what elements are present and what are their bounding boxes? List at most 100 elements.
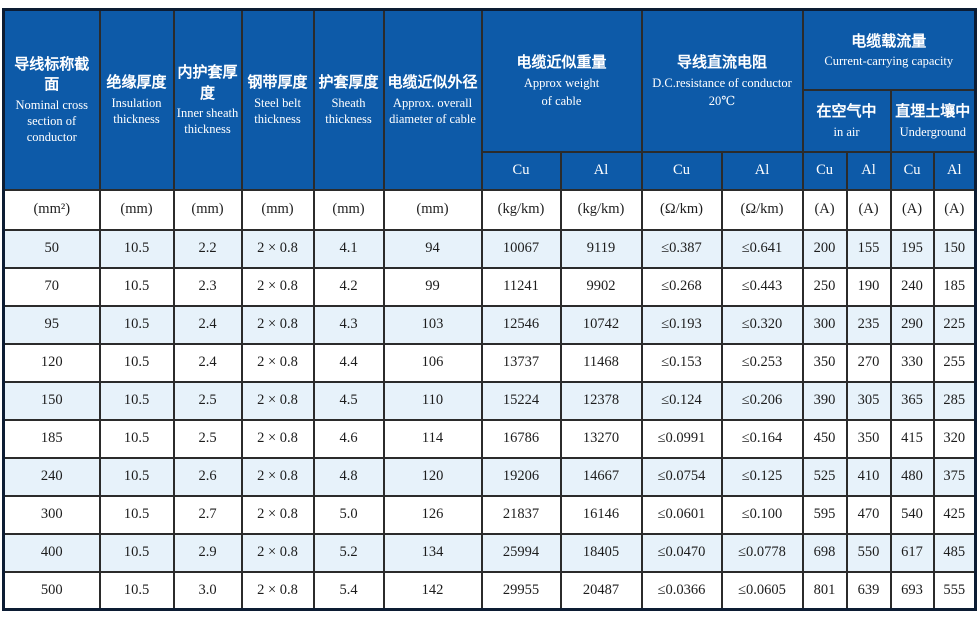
header-cu-al-cell: Al — [932, 150, 977, 191]
table-cell: 540 — [889, 494, 935, 535]
header-row-1: 导线标称截面 Nominal cross section of conducto… — [2, 8, 977, 191]
table-cell: 150 — [2, 380, 101, 421]
table-cell: ≤0.443 — [720, 266, 804, 307]
table-cell: ≤0.253 — [720, 342, 804, 383]
table-cell: 470 — [845, 494, 892, 535]
table-cell: 20487 — [559, 570, 643, 611]
unit-cell: (kg/km) — [480, 188, 562, 231]
table-cell: 4.6 — [312, 418, 385, 459]
table-cell: 2 × 0.8 — [240, 494, 315, 535]
table-row: 185 10.5 2.5 2 × 0.8 4.6 114 16786 13270 ≤0.0991… — [2, 418, 977, 459]
table-cell: 106 — [382, 342, 483, 383]
unit-cell: (mm) — [312, 188, 385, 231]
table-cell: 200 — [801, 228, 848, 269]
table-cell: 2 × 0.8 — [240, 380, 315, 421]
table-cell: 142 — [382, 570, 483, 611]
table-cell: 550 — [845, 532, 892, 573]
table-cell: 10.5 — [98, 228, 175, 269]
subgroup-header-in-air: 在空气中 in air — [801, 88, 892, 153]
header-en-label: Approx weight — [523, 75, 600, 90]
header-cu-al-cell: Cu — [801, 150, 848, 191]
table-cell: 2.2 — [172, 228, 243, 269]
unit-cell: (Ω/km) — [640, 188, 723, 231]
table-cell: 698 — [801, 532, 848, 573]
header-zh-label: 钢带厚度 — [247, 73, 308, 92]
header-zh-label: 电缆载流量 — [851, 31, 927, 50]
table-cell: ≤0.320 — [720, 304, 804, 345]
group-header-capacity: 电缆载流量 Current-carrying capacity — [801, 8, 977, 91]
table-cell: 29955 — [480, 570, 562, 611]
table-cell: 450 — [801, 418, 848, 459]
table-cell: 300 — [2, 494, 101, 535]
table-cell: 240 — [889, 266, 935, 307]
table-cell: 13270 — [559, 418, 643, 459]
table-cell: 240 — [2, 456, 101, 497]
table-cell: 250 — [801, 266, 848, 307]
table-cell: 2.3 — [172, 266, 243, 307]
header-row-2: 在空气中 in air 直埋土壤中 Underground — [4, 88, 977, 153]
table-cell: 12546 — [480, 304, 562, 345]
table-cell: 400 — [2, 532, 101, 573]
table-cell: 120 — [382, 456, 483, 497]
unit-cell: (A) — [932, 188, 977, 231]
table-cell: 9119 — [559, 228, 643, 269]
table-cell: 16786 — [480, 418, 562, 459]
col-header-diameter: 电缆近似外径 Approx. overall diameter of cable — [382, 8, 483, 191]
unit-cell: (mm) — [382, 188, 483, 231]
header-cu-al-cell: Al — [845, 150, 892, 191]
col-header-steel-belt: 钢带厚度 Steel belt thickness — [240, 8, 315, 191]
table-cell: 2 × 0.8 — [240, 342, 315, 383]
unit-cell: (mm) — [172, 188, 243, 231]
table-cell: 10067 — [480, 228, 562, 269]
table-row: 70 10.5 2.3 2 × 0.8 4.2 99 11241 9902 ≤0.268 ≤0.4… — [2, 266, 977, 307]
header-en-label: Inner sheath thickness — [176, 105, 239, 136]
table-cell: 120 — [2, 342, 101, 383]
table-cell: 19206 — [480, 456, 562, 497]
table-body: (mm²) (mm) (mm) (mm) (mm) (mm) (kg/km) (kg/km)(… — [2, 188, 977, 611]
table-cell: 2 × 0.8 — [240, 456, 315, 497]
table-cell: 190 — [845, 266, 892, 307]
table-cell: 10.5 — [98, 456, 175, 497]
table-cell: 350 — [845, 418, 892, 459]
table-cell: 415 — [889, 418, 935, 459]
table-cell: 3.0 — [172, 570, 243, 611]
table-cell: 255 — [932, 342, 977, 383]
col-header-inner-sheath: 内护套厚度 Inner sheath thickness — [172, 8, 243, 191]
table-cell: 15224 — [480, 380, 562, 421]
table-cell: ≤0.0754 — [640, 456, 723, 497]
table-cell: ≤0.100 — [720, 494, 804, 535]
unit-cell: (kg/km) — [559, 188, 643, 231]
table-row: 500 10.5 3.0 2 × 0.8 5.4 142 29955 20487 ≤0.0366… — [2, 570, 977, 611]
table-cell: ≤0.124 — [640, 380, 723, 421]
header-zh-label: 在空气中 — [816, 102, 877, 121]
header-en-label: Current-carrying capacity — [824, 53, 954, 68]
header-zh-label: 电缆近似重量 — [516, 53, 607, 72]
table-cell: 14667 — [559, 456, 643, 497]
header-en-label: in air — [833, 124, 860, 139]
table-cell: ≤0.0601 — [640, 494, 723, 535]
table-cell: 13737 — [480, 342, 562, 383]
table-cell: 25994 — [480, 532, 562, 573]
header-en-label: 20℃ — [708, 93, 736, 108]
table-cell: ≤0.0605 — [720, 570, 804, 611]
table-header: 导线标称截面 Nominal cross section of conducto… — [2, 8, 977, 191]
group-header-weight: 电缆近似重量 Approx weight of cable — [480, 8, 643, 153]
table-cell: 525 — [801, 456, 848, 497]
table-cell: 10.5 — [98, 266, 175, 307]
table-cell: 185 — [2, 418, 101, 459]
table-cell: ≤0.153 — [640, 342, 723, 383]
unit-cell: (Ω/km) — [720, 188, 804, 231]
table-cell: 150 — [932, 228, 977, 269]
table-cell: 110 — [382, 380, 483, 421]
col-header-nominal-section: 导线标称截面 Nominal cross section of conducto… — [2, 8, 101, 191]
unit-cell: (A) — [801, 188, 848, 231]
table-cell: 2 × 0.8 — [240, 228, 315, 269]
units-row: (mm²) (mm) (mm) (mm) (mm) (mm) (kg/km) (kg/km)(… — [2, 188, 977, 231]
table-cell: 801 — [801, 570, 848, 611]
table-cell: 410 — [845, 456, 892, 497]
table-cell: 114 — [382, 418, 483, 459]
unit-cell: (mm²) — [2, 188, 101, 231]
table-row: 300 10.5 2.7 2 × 0.8 5.0 126 21837 16146 ≤0.0601… — [2, 494, 977, 535]
col-header-insulation: 绝缘厚度 Insulation thickness — [98, 8, 175, 191]
header-en-label: Steel belt thickness — [254, 95, 301, 126]
